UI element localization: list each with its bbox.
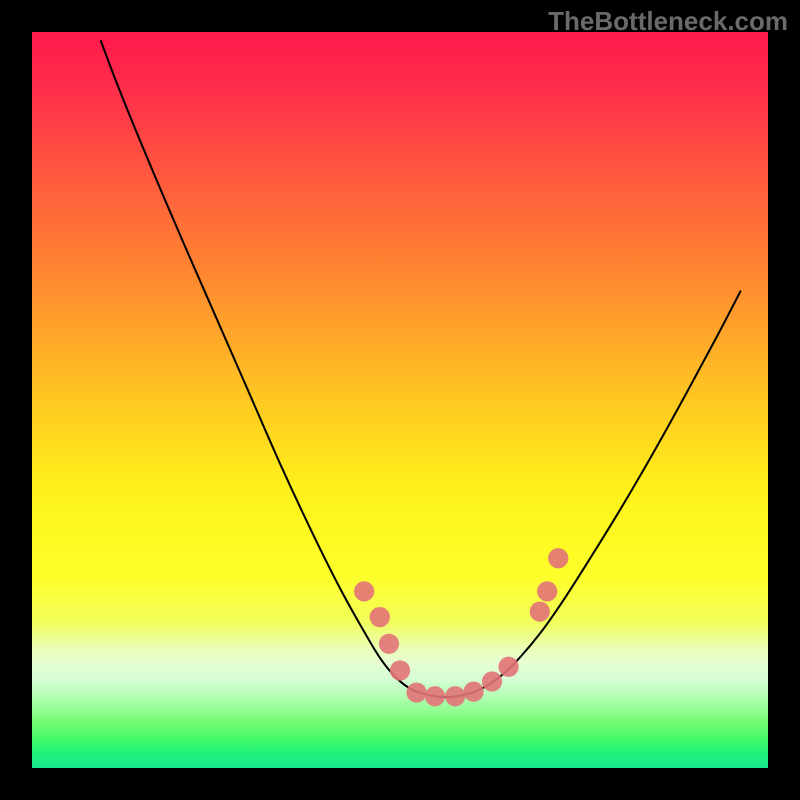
- scatter-point: [530, 601, 550, 621]
- scatter-point: [445, 686, 465, 706]
- scatter-point: [425, 686, 445, 706]
- scatter-point: [390, 660, 410, 680]
- scatter-point: [354, 581, 374, 601]
- scatter-point: [463, 682, 483, 702]
- gradient-background: [32, 32, 768, 768]
- watermark-text: TheBottleneck.com: [548, 6, 788, 37]
- scatter-point: [482, 671, 502, 691]
- scatter-point: [379, 634, 399, 654]
- scatter-point: [406, 682, 426, 702]
- scatter-point: [537, 581, 557, 601]
- scatter-point: [548, 548, 568, 568]
- stage: TheBottleneck.com: [0, 0, 800, 800]
- chart-svg: [32, 32, 768, 768]
- scatter-point: [498, 657, 518, 677]
- scatter-point: [370, 607, 390, 627]
